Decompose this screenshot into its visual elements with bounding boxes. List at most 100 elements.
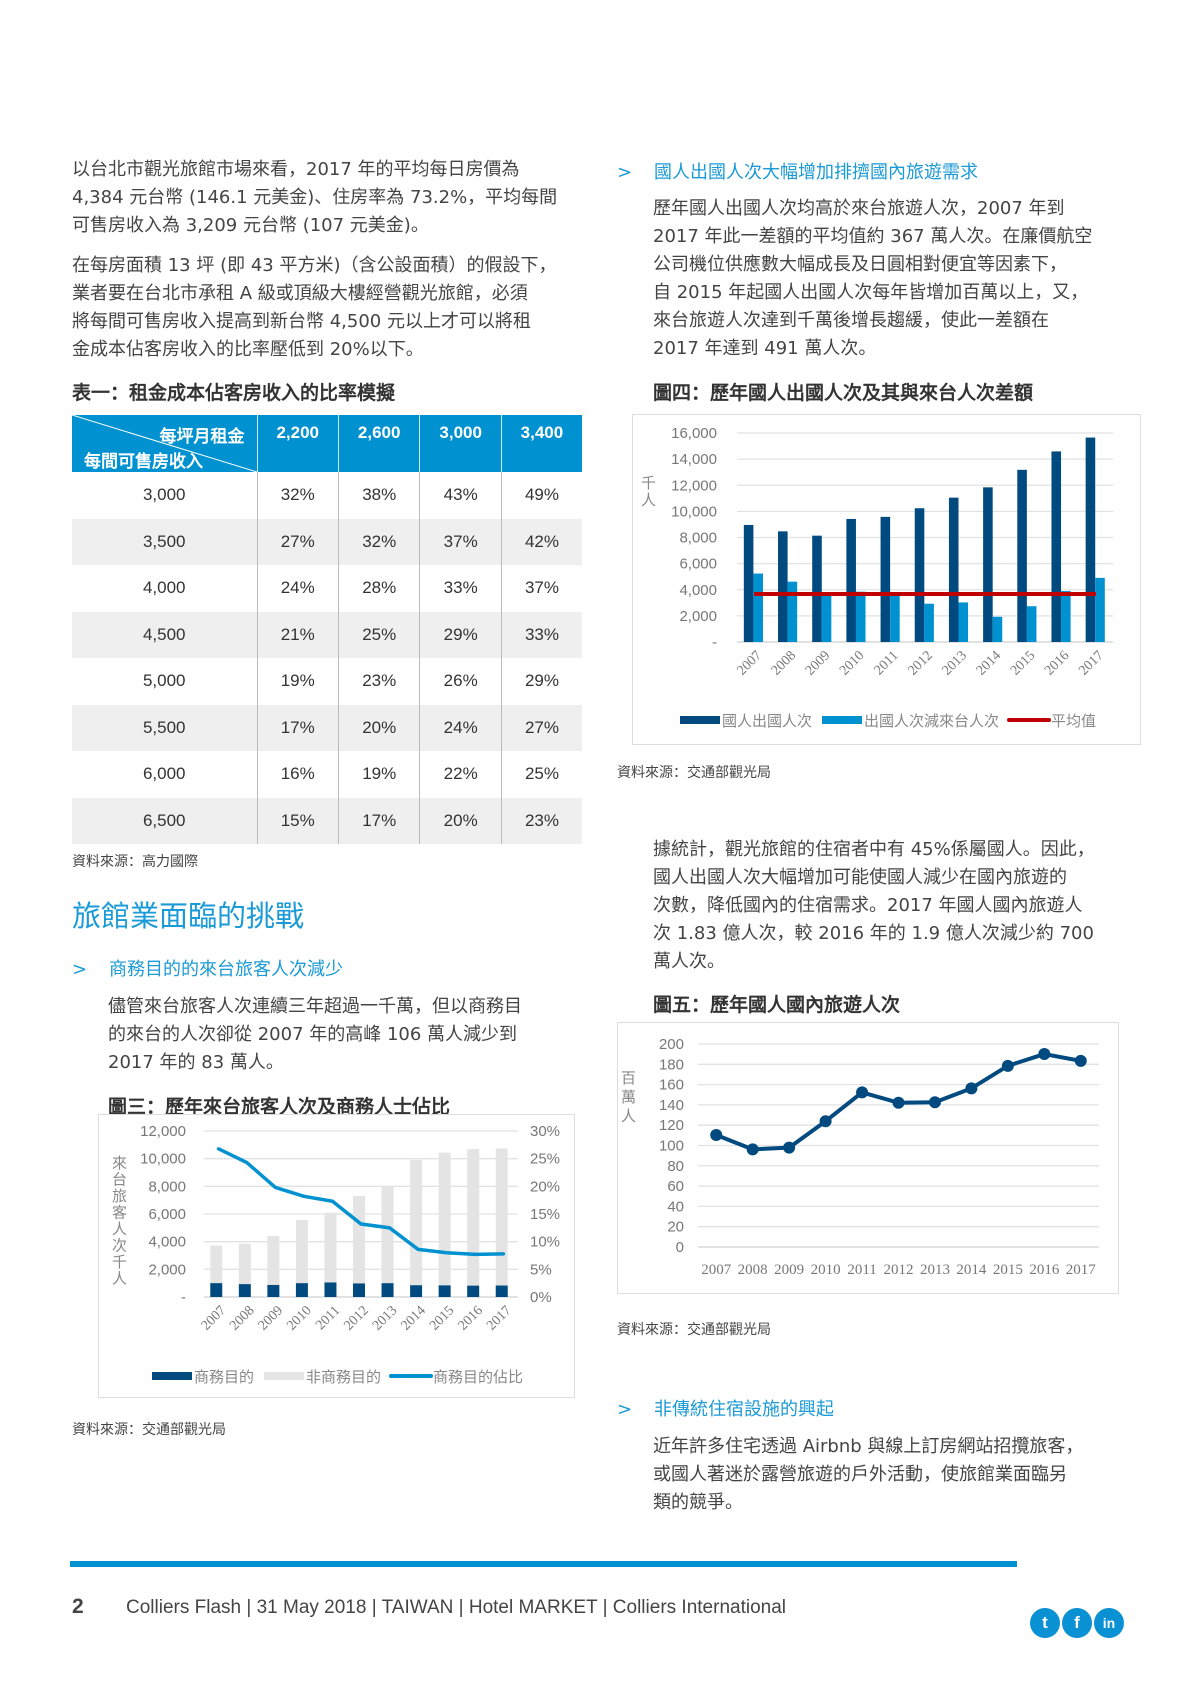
legend-label: 商務目的 (194, 1369, 254, 1386)
y-tick-label: 8,000 (148, 1178, 186, 1195)
column-header: 3,400 (500, 415, 582, 472)
legend-swatch (680, 716, 720, 724)
fig5-source: 資料來源：交通部觀光局 (617, 1322, 771, 1338)
table-cell: 17% (337, 797, 420, 844)
footer-divider (70, 1561, 1017, 1567)
facebook-icon[interactable]: f (1062, 1608, 1092, 1638)
outbound-paragraph: 歷年國人出國人次均高於來台旅遊人次，2007 年到 2017 年此一差額的平均值… (653, 195, 1143, 363)
y-tick-label: 120 (659, 1117, 684, 1134)
bar-difference (1061, 591, 1071, 642)
y2-tick-label: 25% (530, 1151, 560, 1168)
table-cell: 43% (419, 472, 502, 519)
table-cell: 19% (337, 751, 420, 798)
table-cell: 32% (256, 472, 339, 519)
linkedin-icon[interactable]: in (1094, 1608, 1124, 1638)
twitter-icon[interactable]: t (1030, 1608, 1060, 1638)
y-tick-label: 2,000 (679, 608, 717, 625)
table-cell: 25% (337, 611, 420, 658)
y-tick-label: 200 (659, 1036, 684, 1053)
x-tick-label: 2011 (847, 1262, 876, 1278)
table-cell: 21% (256, 611, 339, 658)
diagonal-divider (72, 415, 257, 472)
x-tick-label: 2015 (993, 1262, 1023, 1278)
y-tick-label: 14,000 (671, 451, 717, 468)
y-tick-label: 80 (667, 1158, 684, 1175)
chevron-right-icon: > (617, 162, 633, 183)
x-tick-label: 2016 (1029, 1262, 1060, 1278)
data-point (273, 1185, 277, 1189)
y-tick-label: 100 (659, 1138, 684, 1155)
bar-difference (992, 616, 1003, 642)
bar-non-business (238, 1243, 251, 1285)
data-point (710, 1129, 723, 1142)
section-heading: 旅館業面臨的挑戰 (72, 899, 305, 933)
bar-non-business (410, 1159, 423, 1286)
column-header: 3,000 (419, 415, 502, 472)
x-tick-label: 2012 (884, 1262, 914, 1278)
table-row: 3,500 27% 32% 37% 42% (72, 518, 582, 565)
text-line: 業者要在台北市承租 A 級或頂級大樓經營觀光旅館，必須 (72, 283, 528, 304)
table-source: 資料來源：高力國際 (72, 854, 198, 870)
text-line: 2017 年達到 491 萬人次。 (653, 338, 877, 359)
table-cell: 17% (256, 704, 339, 751)
table-title: 表一：租金成本佔客房收入的比率模擬 (72, 382, 396, 404)
text-line: 在每房面積 13 坪 (即 43 平方米)（含公設面積）的假設下， (72, 255, 557, 276)
row-header-cell: 4,500 (72, 611, 257, 658)
bullet-text: 非傳統住宿設施的興起 (654, 1399, 834, 1420)
table-cell: 27% (256, 518, 339, 565)
bar-business (353, 1283, 365, 1297)
data-point (1074, 1054, 1087, 1067)
bar-business (410, 1285, 423, 1297)
bar-outbound (812, 535, 822, 642)
chevron-right-icon: > (72, 959, 88, 980)
legend-label: 平均值 (1051, 713, 1096, 730)
bar-difference (924, 603, 934, 642)
bullet-heading: > 國人出國人次大幅增加排擠國內旅遊需求 (617, 158, 978, 184)
text-line: 據統計，觀光旅館的住宿者中有 45%係屬國人。因此， (653, 839, 1095, 860)
y2-tick-label: 15% (530, 1206, 560, 1223)
bar-difference (821, 593, 832, 642)
table-cell: 22% (419, 751, 502, 798)
table-cell: 19% (256, 658, 339, 705)
table-cell: 23% (500, 797, 582, 844)
legend-swatch (264, 1372, 304, 1380)
footer-text: Colliers Flash | 31 May 2018 | TAIWAN | … (126, 1597, 786, 1618)
bar-outbound (948, 497, 959, 642)
bar-business (381, 1283, 394, 1297)
y2-tick-label: 30% (530, 1123, 560, 1140)
table-row: 6,500 15% 17% 20% 23% (72, 797, 582, 844)
table-cell: 26% (419, 658, 502, 705)
data-point (783, 1141, 796, 1154)
bar-outbound (743, 524, 754, 642)
data-point (856, 1086, 869, 1099)
y-tick-label: 12,000 (671, 477, 717, 494)
y-tick-label: 12,000 (140, 1123, 186, 1140)
text-line: 的來台的人次卻從 2007 年的高峰 106 萬人減少到 (108, 1024, 518, 1045)
y-tick-label: - (712, 634, 717, 651)
bar-outbound (880, 516, 891, 642)
business-paragraph: 儘管來台旅客人次連續三年超過一千萬，但以商務目 的來台的人次卻從 2007 年的… (108, 993, 588, 1077)
table-cell: 33% (500, 611, 582, 658)
text-line: 次數，降低國內的住宿需求。2017 年國人國內旅遊人 (653, 895, 1083, 916)
x-tick-label: 2010 (811, 1262, 841, 1278)
legend-label: 非商務目的 (306, 1369, 381, 1386)
text-line: 2017 年的 83 萬人。 (108, 1052, 284, 1073)
y-tick-label: 10,000 (140, 1151, 186, 1168)
y-tick-label: 180 (659, 1056, 684, 1073)
data-point (1001, 1059, 1014, 1072)
table-cell: 25% (500, 751, 582, 798)
table-cell: 23% (337, 658, 420, 705)
fig4-source: 資料來源：交通部觀光局 (617, 765, 771, 781)
text-line: 萬人次。 (653, 951, 725, 972)
text-line: 4,384 元台幣 (146.1 元美金)、住房率為 73.2%，平均每間 (72, 187, 558, 208)
row-header-cell: 6,500 (72, 797, 257, 844)
table-row: 4,500 21% 25% 29% 33% (72, 611, 582, 658)
text-line: 將每間可售房收入提高到新台幣 4,500 元以上才可以將租 (72, 311, 531, 332)
rent-ratio-table: 每坪月租金 每間可售房收入 2,200 2,600 3,000 3,400 3,… (72, 415, 582, 844)
y-tick-label: 16,000 (671, 425, 717, 442)
table-row: 5,000 19% 23% 26% 29% (72, 658, 582, 705)
x-tick-label: 2008 (738, 1262, 768, 1278)
y-tick-label: 4,000 (148, 1234, 186, 1251)
